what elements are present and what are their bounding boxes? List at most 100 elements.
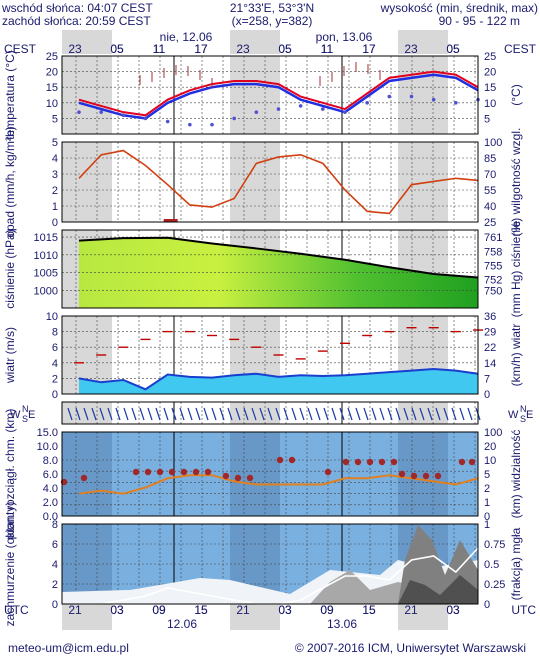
- left-tick-label: 5: [52, 137, 58, 149]
- cloud-base-dot: [80, 474, 88, 482]
- left-tick-label: 8: [52, 327, 58, 339]
- wind-direction-arrow: [283, 407, 289, 421]
- night-band: [230, 402, 280, 424]
- bottom-hour-tick: 09: [152, 603, 166, 617]
- top-hour-tick: 17: [194, 42, 208, 56]
- fog-ylabel-right: (frakcja) mgła: [509, 527, 523, 600]
- right-tick-label: 25: [484, 217, 496, 229]
- right-tick-label: 750: [484, 285, 502, 297]
- height-label: wysokość (min, średnik, max): [380, 1, 538, 15]
- bottom-hour-tick: 03: [110, 603, 124, 617]
- wind-direction-arrow: [395, 407, 401, 421]
- bottom-hour-tick: 15: [194, 603, 208, 617]
- bottom-hour-tick: 03: [110, 603, 124, 617]
- copyright-text: © 2007-2016 ICM, Uniwersytet Warszawski: [295, 641, 526, 655]
- panel-border: [61, 55, 479, 135]
- wind-direction-arrow: [259, 407, 265, 421]
- top-axis-tz-right: CEST: [504, 42, 537, 56]
- right-tick-label: 85: [484, 153, 496, 165]
- dew-point: [232, 116, 236, 121]
- left-tick-label: 4: [52, 559, 58, 571]
- cloud-base-dot: [204, 468, 212, 476]
- wind-direction-arrow: [107, 407, 113, 421]
- bottom-hour-tick: 21: [404, 603, 418, 617]
- bottom-hour-tick: 03: [278, 603, 292, 617]
- left-tick-label: 1005: [34, 268, 58, 280]
- wind-direction-arrow: [299, 407, 305, 421]
- wind-direction-arrow: [371, 407, 377, 421]
- wind-direction-arrow: [339, 407, 345, 421]
- bottom-hour-tick: 21: [68, 603, 82, 617]
- top-hour-tick: 11: [321, 42, 334, 56]
- compass-left: S: [22, 414, 28, 424]
- left-tick-label: 10.0: [37, 441, 58, 453]
- cloud-base-dot: [246, 474, 254, 482]
- bottom-hour-tick: 21: [236, 603, 250, 617]
- dew-point: [99, 110, 103, 114]
- night-band: [230, 142, 280, 222]
- cloud-cover-ylabel-left: zachmurzenie (oktanty): [3, 502, 17, 627]
- pressure-ylabel-left: ciśnienie (hPa): [3, 229, 17, 308]
- cloud-ylabel-left: pion. rozciągł. chm. (km): [3, 409, 17, 540]
- left-tick-label: 0: [52, 599, 58, 611]
- dew-point: [365, 101, 369, 105]
- right-tick-label: 22: [484, 342, 496, 354]
- cloud-base-dot: [222, 472, 230, 480]
- wind-direction-arrow: [443, 407, 449, 421]
- wind-direction-arrow: [99, 407, 105, 421]
- left-tick-label: 10: [46, 98, 58, 110]
- wind-direction-arrow: [179, 407, 185, 421]
- cloud-base-dot: [192, 468, 200, 476]
- left-tick-label: 2: [52, 579, 58, 591]
- wind-direction-arrow: [307, 407, 313, 421]
- bottom-hour-tick: 03: [446, 603, 460, 617]
- cloud-base-dot: [144, 468, 152, 476]
- left-tick-label: 6.0: [43, 469, 58, 481]
- precip-ylabel-left: opad (mm/h, kg/m²h): [3, 126, 17, 237]
- cloud-base-dot: [168, 468, 176, 476]
- wind-direction-arrow: [315, 407, 321, 421]
- cloud-base-dot: [354, 458, 362, 466]
- bottom-hour-tick: 15: [362, 603, 376, 617]
- right-tick-label: 758: [484, 246, 502, 258]
- night-band: [230, 432, 280, 516]
- left-tick-label: 15: [46, 82, 58, 94]
- cloud-base-dot: [458, 458, 466, 466]
- dew-point: [454, 101, 458, 105]
- bottom-axis-tz: UTC: [4, 603, 29, 617]
- wind-direction-arrow: [83, 407, 89, 421]
- email-link[interactable]: meteo-um@icm.edu.pl: [8, 641, 129, 655]
- wind-direction-arrow: [379, 407, 385, 421]
- right-tick-label: 70: [484, 169, 496, 181]
- cloud-base-dot: [342, 458, 350, 466]
- right-tick-label: 1: [484, 519, 490, 531]
- bottom-night-marker: [230, 604, 280, 630]
- precip-bar: [163, 219, 178, 222]
- night-band: [62, 56, 112, 134]
- night-band: [398, 142, 448, 222]
- right-tick-label: 7: [484, 373, 490, 385]
- wind-direction-arrow: [459, 407, 465, 421]
- right-tick-label: 15: [484, 82, 496, 94]
- right-tick-label: 5: [484, 113, 490, 125]
- bottom-hour-tick: 15: [362, 603, 376, 617]
- top-hour-tick: 05: [446, 42, 460, 56]
- top-date-label: pon, 13.06: [316, 30, 373, 44]
- temp-ylabel-left: temperatura (°C): [3, 50, 17, 140]
- cloud-base-dot: [288, 456, 296, 464]
- wind-direction-arrow: [195, 407, 201, 421]
- night-band: [62, 142, 112, 222]
- humidity-line: [78, 149, 479, 215]
- right-tick-label: 10: [484, 98, 496, 110]
- wind-line: [78, 368, 479, 391]
- wind-direction-arrow: [435, 407, 441, 421]
- coords-text: 21°33'E, 53°3'N: [230, 1, 314, 15]
- wind-ylabel-left: wiatr (m/s): [3, 327, 17, 384]
- panel-border: [61, 401, 479, 425]
- bottom-hour-tick: 03: [278, 603, 292, 617]
- dew-point: [431, 97, 436, 102]
- bottom-date-label: 12.06: [167, 617, 197, 631]
- top-hour-tick: 17: [362, 42, 376, 56]
- wind-direction-arrow: [347, 407, 353, 421]
